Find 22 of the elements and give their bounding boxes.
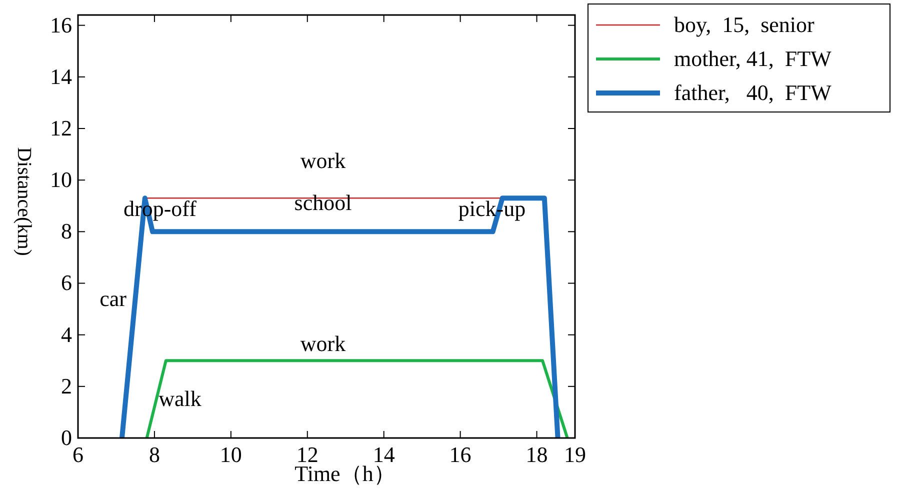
y-tick-label: 0 xyxy=(61,425,72,450)
annotation: walk xyxy=(158,386,202,411)
y-tick-label: 6 xyxy=(61,270,72,296)
y-tick-label: 2 xyxy=(61,373,72,398)
y-axis-title: Distance(km) xyxy=(13,147,35,256)
y-tick-label: 4 xyxy=(61,322,72,347)
y-tick-label: 10 xyxy=(50,167,72,192)
y-tick-label: 8 xyxy=(61,218,72,244)
x-tick-label: 8 xyxy=(148,442,160,467)
x-tick-label: 10 xyxy=(220,442,242,467)
y-tick-label: 12 xyxy=(50,115,72,140)
y-tick-label: 16 xyxy=(50,12,72,38)
legend-label: mother, 41, FTW xyxy=(674,46,832,71)
annotation: car xyxy=(100,286,128,311)
legend-label: boy, 15, senior xyxy=(674,12,816,37)
x-tick-label: 16 xyxy=(449,442,472,467)
y-tick-label: 14 xyxy=(50,64,72,89)
x-tick-label: 19 xyxy=(564,442,586,467)
annotation: work xyxy=(300,331,346,356)
legend-label: father, 40, FTW xyxy=(674,80,832,105)
x-tick-label: 18 xyxy=(526,442,548,467)
annotation: work xyxy=(300,148,346,173)
